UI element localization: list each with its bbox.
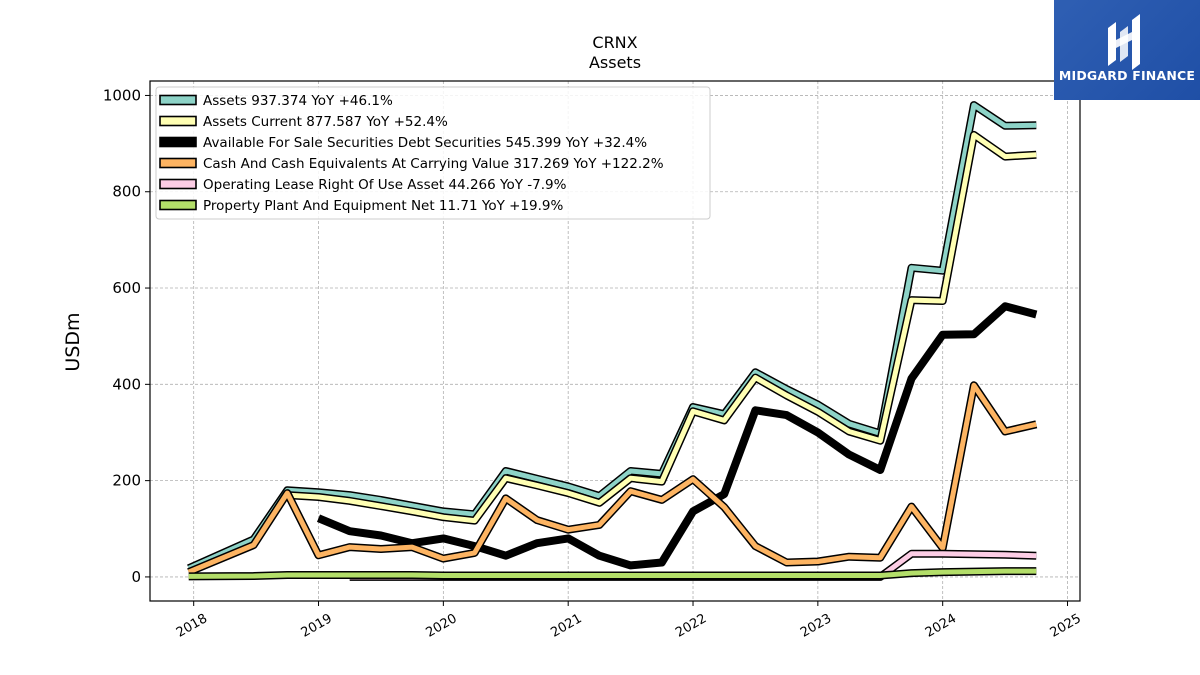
legend-label: Available For Sale Securities Debt Secur… xyxy=(203,135,647,151)
x-tick-label: 2021 xyxy=(548,611,584,641)
legend-swatch xyxy=(159,199,197,211)
series-line xyxy=(187,102,1037,571)
series-line-outline xyxy=(187,381,1038,576)
plot-frame xyxy=(149,80,1081,602)
legend-swatch xyxy=(159,115,197,127)
series-line xyxy=(316,302,1038,570)
legend-entry: Property Plant And Equipment Net 11.71 Y… xyxy=(159,198,563,214)
legend-swatch xyxy=(159,157,197,169)
y-tick-label: 200 xyxy=(112,472,141,490)
y-tick-label: 1000 xyxy=(103,86,141,104)
legend-entry: Cash And Cash Equivalents At Carrying Va… xyxy=(159,156,664,172)
x-tick-label: 2025 xyxy=(1048,611,1084,641)
series-line xyxy=(188,568,1037,579)
x-tick-label: 2020 xyxy=(424,611,460,641)
legend-entry: Assets 937.374 YoY +46.1% xyxy=(159,93,393,109)
series-line xyxy=(187,382,1037,575)
legend-entry: Available For Sale Securities Debt Secur… xyxy=(159,135,647,151)
x-tick-label: 2024 xyxy=(923,611,959,641)
x-tick-label: 2019 xyxy=(299,611,335,641)
legend-entry: Assets Current 877.587 YoY +52.4% xyxy=(159,114,448,130)
legend-label: Cash And Cash Equivalents At Carrying Va… xyxy=(203,156,664,172)
legend-label: Assets Current 877.587 YoY +52.4% xyxy=(203,114,448,130)
chart-subtitle: Assets xyxy=(589,53,641,72)
axes xyxy=(149,80,1081,602)
legend-entry: Operating Lease Right Of Use Asset 44.26… xyxy=(159,177,567,193)
legend: Assets 937.374 YoY +46.1% Assets Current … xyxy=(155,86,711,220)
y-tick-label: 0 xyxy=(131,568,141,586)
midgard-logo-icon xyxy=(1108,14,1140,70)
chart-title: CRNX xyxy=(592,33,637,52)
legend-swatch xyxy=(159,178,197,190)
x-axis-ticks: 2018 2019 2020 2021 2022 2023 2024 2025 xyxy=(174,601,1084,641)
y-tick-label: 400 xyxy=(112,375,141,393)
y-axis-label: USDm xyxy=(62,312,84,371)
legend-label: Operating Lease Right Of Use Asset 44.26… xyxy=(203,177,567,193)
x-tick-label: 2023 xyxy=(798,611,834,641)
x-tick-label: 2018 xyxy=(174,611,210,641)
brand-logo: MIDGARD FINANCE xyxy=(1054,0,1200,100)
legend-swatch xyxy=(159,94,197,106)
legend-label: Assets 937.374 YoY +46.1% xyxy=(203,93,393,109)
series-lines xyxy=(187,101,1038,581)
y-tick-label: 800 xyxy=(112,183,141,201)
legend-box xyxy=(155,86,711,220)
y-tick-label: 600 xyxy=(112,279,141,297)
x-tick-label: 2022 xyxy=(673,611,709,641)
legend-swatch xyxy=(159,136,197,148)
series-line xyxy=(287,132,1037,524)
y-axis-ticks: 0 200 400 600 800 1000 xyxy=(103,86,150,586)
brand-name: MIDGARD FINANCE xyxy=(1058,68,1196,83)
legend-label: Property Plant And Equipment Net 11.71 Y… xyxy=(203,198,563,214)
